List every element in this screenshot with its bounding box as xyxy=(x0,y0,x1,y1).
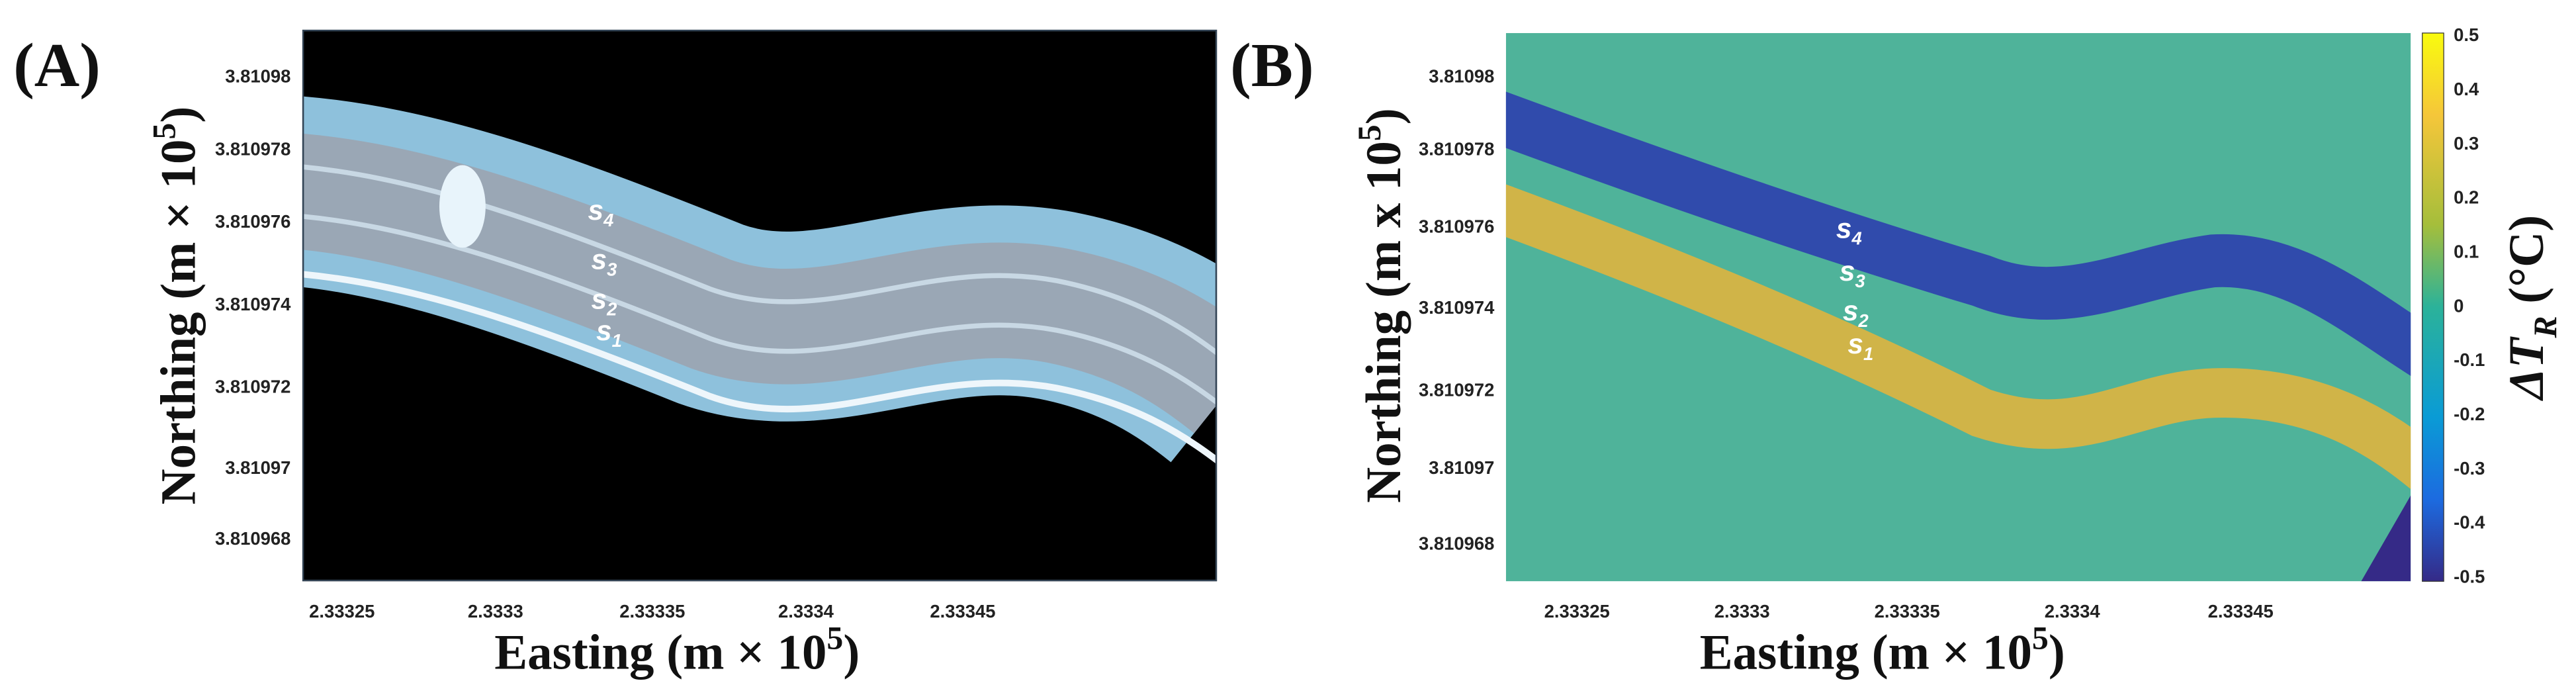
x-axis-label: Easting (m × 105) xyxy=(494,620,860,680)
colorbar xyxy=(2422,32,2444,582)
y-tick-label: 3.810968 xyxy=(215,528,290,549)
colorbar-tick-label: 0.5 xyxy=(2454,24,2479,45)
image-b xyxy=(1505,32,2411,582)
colorbar-tick-label: -0.4 xyxy=(2454,512,2485,533)
image-a xyxy=(302,29,1218,582)
annotation: s4 xyxy=(1836,212,1862,248)
annotation-sub: 2 xyxy=(1857,310,1868,331)
annotation-sub: 4 xyxy=(1851,228,1861,248)
annotation: s2 xyxy=(1843,295,1869,331)
y-tick-label: 3.810978 xyxy=(1419,138,1494,159)
colorbar-tick-label: -0.3 xyxy=(2454,458,2485,479)
annotation: s1 xyxy=(1847,328,1873,364)
colorbar-label: ΔTR (°C) xyxy=(2499,215,2563,401)
annotation: s3 xyxy=(1840,255,1865,291)
y-tick-label: 3.810976 xyxy=(215,211,290,232)
x-axis-label: Easting (m × 105) xyxy=(1700,620,2065,680)
y-tick-label: 3.810974 xyxy=(215,294,291,314)
y-tick-label: 3.810968 xyxy=(1419,533,1494,554)
annotation: s2 xyxy=(592,284,617,320)
annotation-sub: 4 xyxy=(603,210,613,230)
annotation-text: s xyxy=(588,195,604,226)
x-tick-label: 2.3334 xyxy=(2045,601,2101,621)
y-tick-label: 3.810972 xyxy=(1419,380,1494,400)
y-tick-label: 3.810978 xyxy=(215,138,290,159)
panel-label: (A) xyxy=(13,30,101,100)
annotation-text: s xyxy=(596,315,612,346)
x-tick-label: 2.33335 xyxy=(619,601,685,621)
annotation: s4 xyxy=(588,195,614,230)
y-tick-label: 3.81097 xyxy=(1429,457,1494,478)
annotation-text: s xyxy=(1843,295,1859,326)
annotation-sub: 2 xyxy=(606,299,617,320)
colorbar-tick-label: 0.1 xyxy=(2454,242,2479,262)
annotation-sub: 1 xyxy=(1863,344,1873,364)
x-tick-label: 2.33345 xyxy=(930,601,995,621)
y-tick-label: 3.81098 xyxy=(1429,66,1494,87)
y-tick-label: 3.81098 xyxy=(225,66,290,87)
x-tick-label: 2.33325 xyxy=(1544,601,1610,621)
annotation: s3 xyxy=(592,244,617,280)
colorbar-tick-label: -0.2 xyxy=(2454,404,2485,424)
annotation-text: s xyxy=(1847,328,1863,359)
annotation: s1 xyxy=(596,315,622,351)
colorbar-tick-label: 0.3 xyxy=(2454,133,2479,154)
x-tick-label: 2.33345 xyxy=(2208,601,2274,621)
colorbar-tick-label: -0.1 xyxy=(2454,349,2485,370)
y-tick-label: 3.81097 xyxy=(225,457,290,478)
y-axis-label: Northing (m x 105) xyxy=(1351,108,1411,503)
x-tick-label: 2.33335 xyxy=(1875,601,1940,621)
y-axis-label: Northing (m × 105) xyxy=(146,107,206,505)
annotation-text: s xyxy=(592,284,607,315)
annotation-text: s xyxy=(592,244,607,275)
colorbar-tick-label: 0 xyxy=(2454,295,2464,316)
colorbar-tick-label: 0.4 xyxy=(2454,79,2479,99)
annotation-text: s xyxy=(1840,255,1855,287)
x-tick-label: 2.33325 xyxy=(309,601,375,621)
annotation-text: s xyxy=(1836,212,1852,244)
y-tick-label: 3.810972 xyxy=(215,377,290,397)
annotation-sub: 1 xyxy=(612,330,622,351)
x-tick-label: 2.3333 xyxy=(468,601,523,621)
y-tick-label: 3.810974 xyxy=(1419,297,1495,318)
x-tick-label: 2.3333 xyxy=(1714,601,1770,621)
x-tick-label: 2.3334 xyxy=(778,601,834,621)
panel-label: (B) xyxy=(1230,30,1313,100)
annotation-sub: 3 xyxy=(1855,271,1865,291)
y-tick-label: 3.810976 xyxy=(1419,216,1494,237)
annotation-sub: 3 xyxy=(607,259,617,280)
colorbar-tick-label: 0.2 xyxy=(2454,187,2479,208)
colorbar-tick-label: -0.5 xyxy=(2454,567,2485,587)
